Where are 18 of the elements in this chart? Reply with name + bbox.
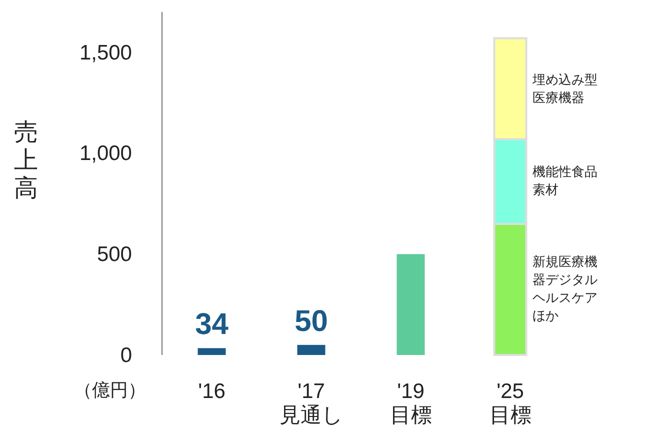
series-label: 新規医療機器デジタルヘルスケアほか	[532, 253, 598, 326]
bar	[198, 348, 226, 355]
y-tick-label: 1,500	[79, 41, 132, 64]
x-tick-label: '16	[198, 380, 226, 403]
series-label: 埋め込み型医療機器	[532, 70, 598, 107]
data-label: 34	[195, 308, 229, 342]
x-tick-label: '19 目標	[390, 380, 432, 427]
y-axis-title: 売上高	[14, 119, 38, 202]
y-tick-label: 500	[96, 243, 132, 266]
series-label: 機能性食品素材	[532, 163, 598, 200]
text: （億円）	[74, 380, 146, 400]
bar	[396, 254, 425, 355]
x-tick-label: '17 見通し	[279, 380, 344, 427]
y-tick-label: 0	[120, 344, 132, 367]
data-label: 50	[294, 304, 328, 338]
bar	[297, 344, 326, 355]
x-tick-label: '25 目標	[489, 380, 532, 427]
y-tick-label: 1,000	[79, 142, 132, 166]
